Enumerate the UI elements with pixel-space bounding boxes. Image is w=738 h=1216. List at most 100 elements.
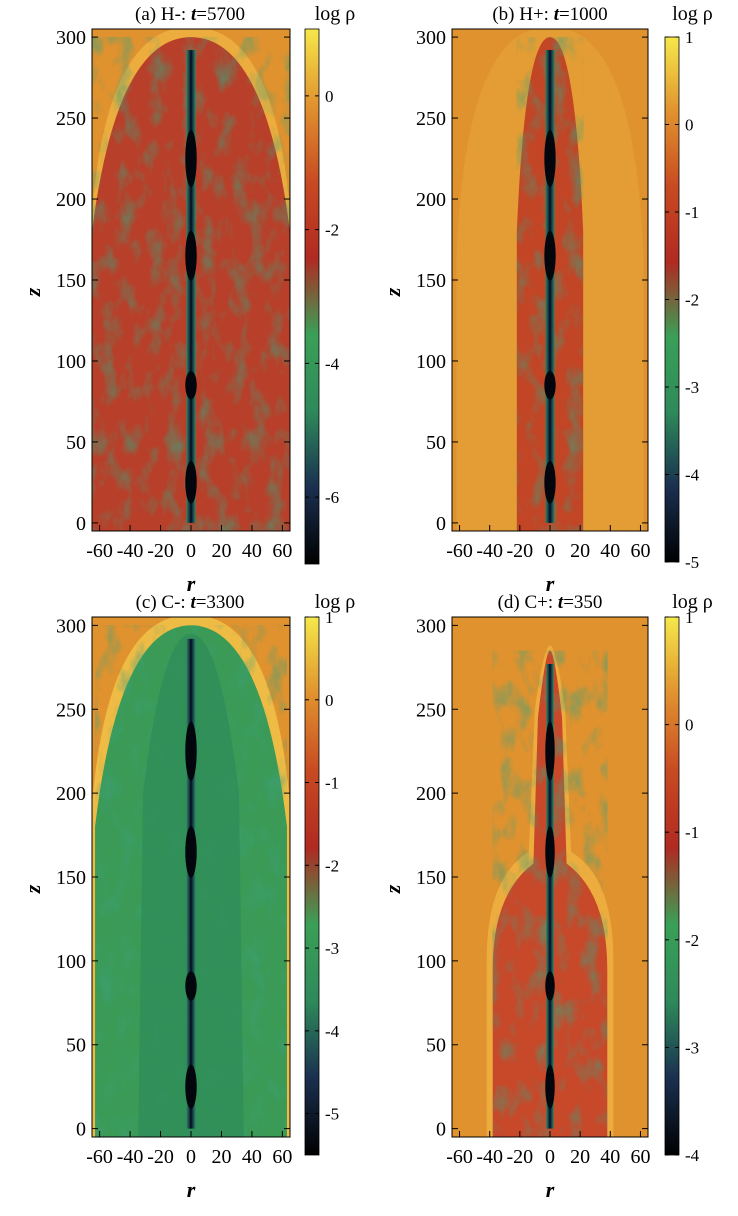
- x-tick-label: 60: [272, 1146, 292, 1168]
- title-suffix: =3300: [196, 592, 245, 613]
- colorbar-tick-label: -4: [325, 1022, 340, 1041]
- title-variable: t: [190, 592, 196, 613]
- colorbar-tick-label: -4: [685, 1146, 700, 1165]
- jet-spine: [546, 663, 554, 1129]
- x-tick-label: -60: [86, 1146, 113, 1168]
- y-tick-label: 0: [76, 1119, 86, 1141]
- y-tick-label: 250: [56, 108, 86, 130]
- x-tick-label: 40: [242, 1146, 262, 1168]
- panel-a: (a) H-: t=5700 0 50 100 150 200 250 300 -6 0 -40 -2…: [20, 3, 355, 596]
- x-axis-label: r: [546, 1177, 555, 1202]
- y-tick-label: 250: [416, 699, 446, 721]
- x-tick-label: 0: [545, 540, 555, 562]
- colorbar-tick-label: 0: [325, 691, 334, 710]
- title-suffix: =350: [563, 592, 602, 613]
- x-tick-label: 40: [600, 540, 620, 562]
- y-tick-label: 100: [416, 351, 446, 373]
- y-tick-label: 300: [416, 27, 446, 49]
- y-tick-label: 300: [416, 615, 446, 637]
- colorbar-tick-label: -5: [685, 553, 699, 572]
- x-tick-label: -60: [446, 540, 473, 562]
- x-tick-label: 40: [242, 540, 262, 562]
- y-tick-label: 50: [426, 1035, 446, 1057]
- title-suffix: =5700: [196, 4, 245, 25]
- jet-knot-1: [544, 230, 556, 281]
- x-tick-label: 20: [211, 1146, 231, 1168]
- colorbar-tick-label: -2: [685, 931, 699, 950]
- panel-title: (b) H+: t=1000: [492, 4, 607, 25]
- jet-spine: [545, 50, 555, 523]
- title-suffix: =1000: [559, 4, 608, 25]
- colorbar-tick-label: -4: [685, 466, 700, 485]
- jet-knot-0: [544, 461, 556, 504]
- jet-spine: [186, 638, 196, 1129]
- x-tick-label: -20: [507, 1146, 534, 1168]
- x-axis-label: r: [546, 571, 555, 596]
- colorbar-tick-label: -1: [685, 823, 699, 842]
- colorbar-tick-label: 0: [325, 87, 334, 106]
- x-axis-label: r: [187, 1177, 196, 1202]
- panel-title: (a) H-: t=5700: [135, 4, 245, 25]
- y-tick-label: 300: [56, 615, 86, 637]
- colorbar-tick-label: 0: [685, 116, 694, 135]
- x-tick-label: 0: [186, 1146, 196, 1168]
- jet-knot-0: [185, 461, 197, 504]
- panel-title: (c) C-: t=3300: [136, 592, 245, 613]
- title-prefix: (b) H+:: [492, 4, 553, 25]
- colorbar-tick-label: 1: [325, 608, 334, 627]
- colorbar-tick-label: 1: [685, 28, 694, 47]
- colorbar: log ρ 0 -2 -4 -6: [304, 3, 356, 565]
- colorbar-tick-label: -3: [325, 939, 339, 958]
- y-tick-label: 250: [56, 699, 86, 721]
- colorbar-tick-label: -5: [325, 1105, 339, 1124]
- x-tick-label: 20: [211, 540, 231, 562]
- x-tick-label: 20: [570, 1146, 590, 1168]
- jet-knot-1: [185, 826, 197, 878]
- colorbar-title: log ρ: [315, 3, 356, 25]
- title-prefix: (c) C-:: [136, 592, 191, 613]
- y-tick-label: 50: [66, 432, 86, 454]
- y-tick-label: 200: [56, 189, 86, 211]
- x-tick-label: 0: [186, 540, 196, 562]
- colorbar-tick-label: -6: [325, 488, 339, 507]
- jet-knot-1: [185, 230, 197, 281]
- density-map: [452, 29, 648, 531]
- colorbar: log ρ10-1-2-3-4-5: [664, 3, 713, 572]
- y-tick-label: 300: [56, 27, 86, 49]
- x-tick-label: -20: [147, 540, 174, 562]
- density-map: [92, 617, 290, 1137]
- y-axis-label: z: [380, 287, 405, 297]
- colorbar-gradient: [664, 616, 680, 1156]
- colorbar-tick-label: -2: [685, 291, 699, 310]
- y-tick-label: 50: [426, 432, 446, 454]
- x-tick-label: 60: [272, 540, 292, 562]
- jet-knot-3: [544, 371, 556, 400]
- colorbar-tick-label: -1: [325, 774, 339, 793]
- x-tick-label: -20: [507, 540, 534, 562]
- y-tick-label: 200: [416, 783, 446, 805]
- colorbar-tick-label: -4: [325, 354, 340, 373]
- title-prefix: (d) C+:: [498, 592, 558, 613]
- y-tick-label: 200: [416, 189, 446, 211]
- x-axis-label: r: [187, 571, 196, 596]
- x-tick-label: -40: [117, 540, 144, 562]
- colorbar-tick-label: -3: [685, 1038, 699, 1057]
- y-tick-label: 150: [416, 867, 446, 889]
- x-tick-label: 20: [570, 540, 590, 562]
- colorbar-tick-label: -1: [685, 203, 699, 222]
- colorbar-tick-label: 0: [685, 716, 694, 735]
- jet-knot-2: [185, 721, 197, 781]
- y-tick-label: 150: [56, 270, 86, 292]
- y-axis-label: z: [20, 287, 45, 297]
- colorbar: log ρ10-1-2-3-4-5: [304, 591, 355, 1156]
- density-map: [452, 617, 648, 1137]
- colorbar-tick-label: -3: [685, 378, 699, 397]
- y-tick-label: 100: [56, 351, 86, 373]
- y-tick-label: 0: [436, 1119, 446, 1141]
- x-tick-label: -40: [476, 1146, 503, 1168]
- colorbar-title: log ρ: [672, 591, 713, 613]
